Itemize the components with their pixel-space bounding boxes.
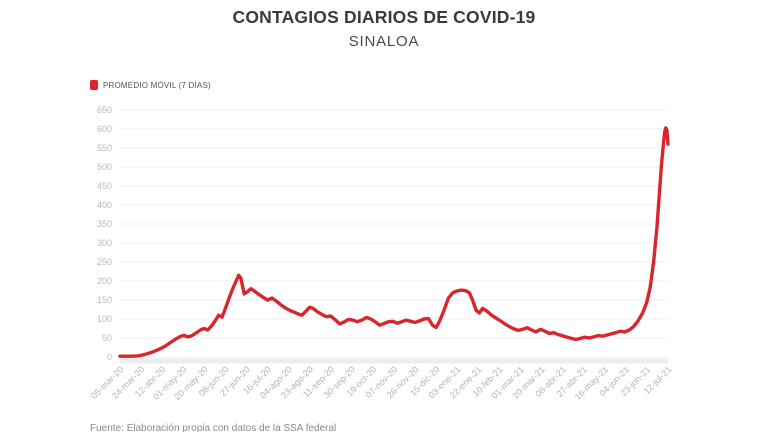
svg-text:550: 550 [97,143,112,153]
svg-text:400: 400 [97,200,112,210]
svg-text:450: 450 [97,181,112,191]
chart-subtitle: SINALOA [348,33,420,50]
svg-text:100: 100 [97,314,112,324]
legend-marker-icon [90,80,98,90]
svg-text:500: 500 [97,162,112,172]
svg-text:650: 650 [97,105,112,115]
source-note: Fuente: Elaboración propia con datos de … [90,423,337,432]
svg-text:150: 150 [97,295,112,305]
svg-text:200: 200 [97,276,112,286]
svg-text:50: 50 [102,333,112,343]
svg-text:350: 350 [97,219,112,229]
svg-text:600: 600 [97,124,112,134]
legend-label: PROMEDIO MÓVIL (7 DÍAS) [103,80,211,90]
svg-text:300: 300 [97,238,112,248]
chart-title: CONTAGIOS DIARIOS DE COVID-19 [232,7,536,27]
chart-legend: PROMEDIO MÓVIL (7 DÍAS) [90,80,211,90]
svg-text:0: 0 [107,352,112,362]
svg-text:250: 250 [97,257,112,267]
